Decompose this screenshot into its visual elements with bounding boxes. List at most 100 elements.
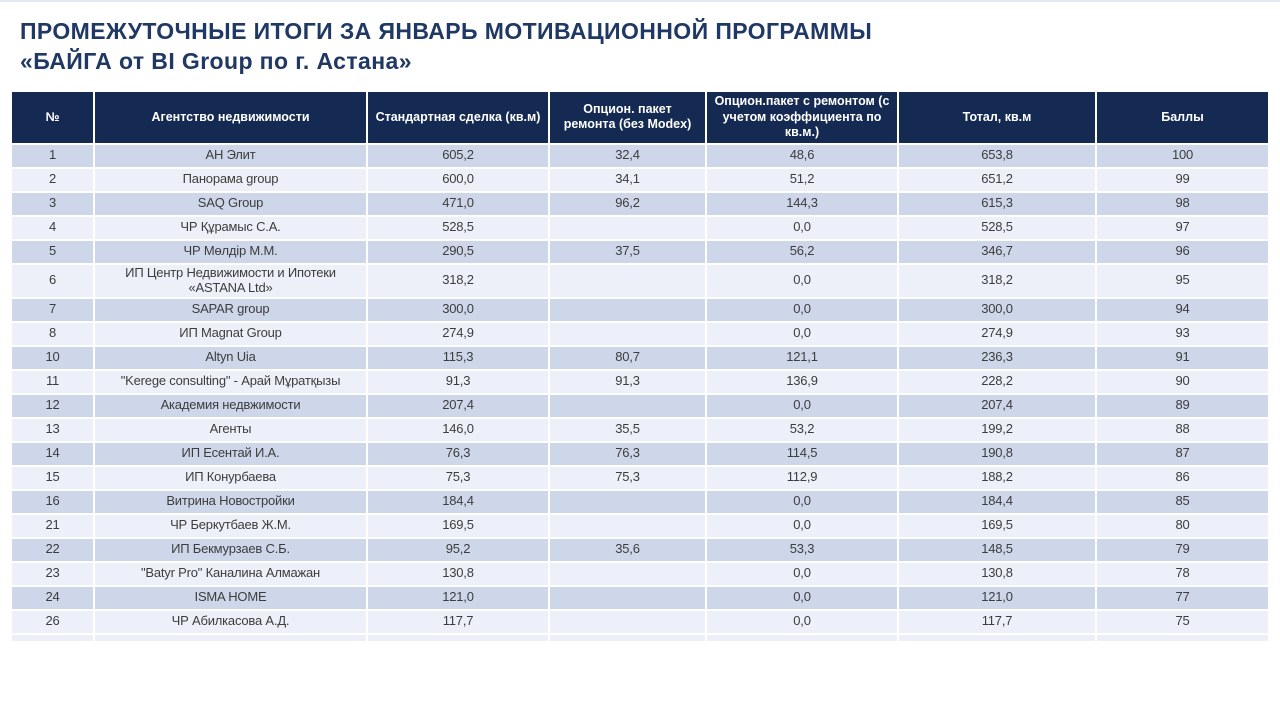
value-cell: 184,4 bbox=[899, 490, 1095, 513]
agency-name-cell: Агенты bbox=[95, 418, 366, 441]
value-cell: 90 bbox=[1097, 370, 1268, 393]
row-number-cell: 6 bbox=[12, 264, 93, 297]
row-number-cell: 5 bbox=[12, 240, 93, 263]
value-cell: 300,0 bbox=[368, 298, 548, 321]
agency-name-cell: Altyn Uia bbox=[95, 346, 366, 369]
value-cell: 100 bbox=[1097, 144, 1268, 167]
value-cell: 88 bbox=[1097, 418, 1268, 441]
page-title: ПРОМЕЖУТОЧНЫЕ ИТОГИ ЗА ЯНВАРЬ МОТИВАЦИОН… bbox=[20, 16, 872, 77]
row-number-cell: 14 bbox=[12, 442, 93, 465]
value-cell: 653,8 bbox=[899, 144, 1095, 167]
table-row: 24 ISMA HOME 121,0 0,0 121,0 77 bbox=[12, 586, 1268, 609]
value-cell bbox=[550, 586, 705, 609]
value-cell: 86 bbox=[1097, 466, 1268, 489]
row-number-cell: 3 bbox=[12, 192, 93, 215]
page-title-line-1: ПРОМЕЖУТОЧНЫЕ ИТОГИ ЗА ЯНВАРЬ МОТИВАЦИОН… bbox=[20, 18, 873, 44]
value-cell: 190,8 bbox=[899, 442, 1095, 465]
footer-band-cell bbox=[368, 634, 548, 641]
agency-name-cell: ЧР Құрамыс С.А. bbox=[95, 216, 366, 239]
value-cell: 53,3 bbox=[707, 538, 897, 561]
value-cell: 0,0 bbox=[707, 264, 897, 297]
row-number-cell: 2 bbox=[12, 168, 93, 191]
value-cell: 34,1 bbox=[550, 168, 705, 191]
value-cell: 130,8 bbox=[899, 562, 1095, 585]
value-cell bbox=[550, 610, 705, 633]
value-cell: 95 bbox=[1097, 264, 1268, 297]
value-cell: 35,6 bbox=[550, 538, 705, 561]
value-cell: 51,2 bbox=[707, 168, 897, 191]
value-cell: 117,7 bbox=[899, 610, 1095, 633]
footer-band-cell bbox=[95, 634, 366, 641]
value-cell: 98 bbox=[1097, 192, 1268, 215]
table-row: 10 Altyn Uia 115,3 80,7 121,1 236,3 91 bbox=[12, 346, 1268, 369]
footer-band-cell bbox=[12, 634, 93, 641]
value-cell bbox=[550, 490, 705, 513]
value-cell: 75,3 bbox=[550, 466, 705, 489]
value-cell bbox=[550, 394, 705, 417]
value-cell: 318,2 bbox=[899, 264, 1095, 297]
table-row: 23 "Batyr Pro" Каналина Алмажан 130,8 0,0 13… bbox=[12, 562, 1268, 585]
row-number-cell: 23 bbox=[12, 562, 93, 585]
value-cell: 96 bbox=[1097, 240, 1268, 263]
agency-name-cell: ИП Конурбаева bbox=[95, 466, 366, 489]
value-cell: 615,3 bbox=[899, 192, 1095, 215]
value-cell: 130,8 bbox=[368, 562, 548, 585]
value-cell bbox=[550, 322, 705, 345]
value-cell: 199,2 bbox=[899, 418, 1095, 441]
value-cell: 91,3 bbox=[368, 370, 548, 393]
value-cell: 91,3 bbox=[550, 370, 705, 393]
agency-name-cell: Панорама group bbox=[95, 168, 366, 191]
row-number-cell: 8 bbox=[12, 322, 93, 345]
table-row: 6 ИП Центр Недвижимости и Ипотеки «ASTANA… bbox=[12, 264, 1268, 297]
value-cell: 0,0 bbox=[707, 322, 897, 345]
value-cell: 94 bbox=[1097, 298, 1268, 321]
value-cell: 0,0 bbox=[707, 394, 897, 417]
table-header-row: № Агентство недвижимости Стандартная сделк… bbox=[12, 92, 1268, 143]
value-cell bbox=[550, 264, 705, 297]
value-cell: 471,0 bbox=[368, 192, 548, 215]
agency-name-cell: SAQ Group bbox=[95, 192, 366, 215]
table-row: 4 ЧР Құрамыс С.А. 528,5 0,0 528,5 97 bbox=[12, 216, 1268, 239]
page-title-line-2: «БАЙГА от BI Group по г. Астана» bbox=[20, 48, 412, 75]
value-cell: 0,0 bbox=[707, 490, 897, 513]
value-cell: 274,9 bbox=[899, 322, 1095, 345]
row-number-cell: 1 bbox=[12, 144, 93, 167]
table-row: 8 ИП Magnat Group 274,9 0,0 274,9 93 bbox=[12, 322, 1268, 345]
value-cell: 89 bbox=[1097, 394, 1268, 417]
table-row: 21 ЧР Беркутбаев Ж.М. 169,5 0,0 169,5 80 bbox=[12, 514, 1268, 537]
agency-name-cell: "Batyr Pro" Каналина Алмажан bbox=[95, 562, 366, 585]
value-cell: 75 bbox=[1097, 610, 1268, 633]
value-cell: 79 bbox=[1097, 538, 1268, 561]
value-cell: 236,3 bbox=[899, 346, 1095, 369]
value-cell: 121,0 bbox=[368, 586, 548, 609]
value-cell: 274,9 bbox=[368, 322, 548, 345]
value-cell: 91 bbox=[1097, 346, 1268, 369]
value-cell: 0,0 bbox=[707, 216, 897, 239]
value-cell: 0,0 bbox=[707, 586, 897, 609]
footer-band-cell bbox=[550, 634, 705, 641]
row-number-cell: 4 bbox=[12, 216, 93, 239]
value-cell: 207,4 bbox=[899, 394, 1095, 417]
value-cell: 0,0 bbox=[707, 562, 897, 585]
agency-name-cell: Витрина Новостройки bbox=[95, 490, 366, 513]
value-cell bbox=[550, 216, 705, 239]
value-cell: 117,7 bbox=[368, 610, 548, 633]
value-cell: 95,2 bbox=[368, 538, 548, 561]
agency-name-cell: ИП Magnat Group bbox=[95, 322, 366, 345]
column-header-1: № bbox=[12, 92, 93, 143]
agency-name-cell: ISMA HOME bbox=[95, 586, 366, 609]
table-row: 7 SAPAR group 300,0 0,0 300,0 94 bbox=[12, 298, 1268, 321]
column-header-4: Опцион. пакет ремонта (без Modex) bbox=[550, 92, 705, 143]
value-cell: 32,4 bbox=[550, 144, 705, 167]
column-header-5: Опцион.пакет с ремонтом (с учетом коэффи… bbox=[707, 92, 897, 143]
agency-name-cell: ЧР Беркутбаев Ж.М. bbox=[95, 514, 366, 537]
footer-band-cell bbox=[1097, 634, 1268, 641]
value-cell: 605,2 bbox=[368, 144, 548, 167]
value-cell: 136,9 bbox=[707, 370, 897, 393]
value-cell: 114,5 bbox=[707, 442, 897, 465]
table-body: 1 АН Элит 605,2 32,4 48,6 653,8 100 2 Панорама g… bbox=[12, 144, 1268, 641]
value-cell: 0,0 bbox=[707, 514, 897, 537]
value-cell: 600,0 bbox=[368, 168, 548, 191]
table-row: 16 Витрина Новостройки 184,4 0,0 184,4 85 bbox=[12, 490, 1268, 513]
value-cell: 56,2 bbox=[707, 240, 897, 263]
